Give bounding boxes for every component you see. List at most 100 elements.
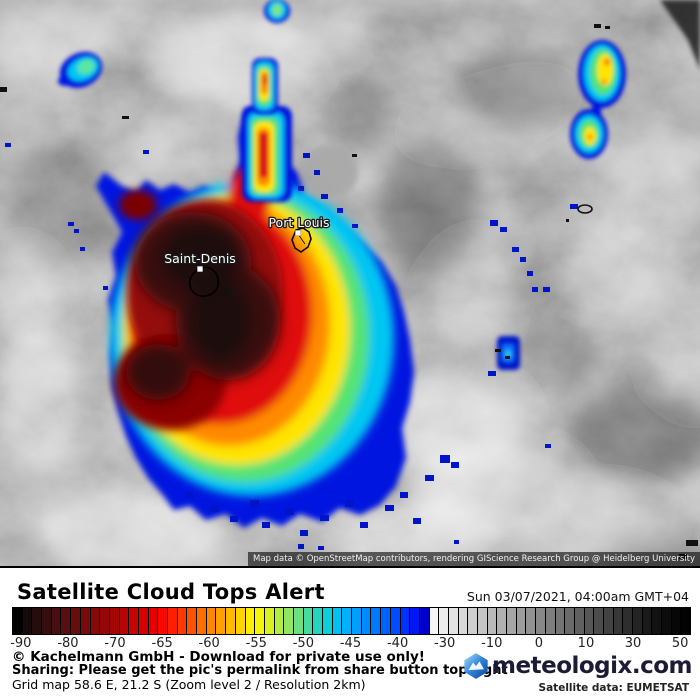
port-louis-label: Port Louis bbox=[268, 215, 329, 230]
legend-color-cell bbox=[79, 608, 90, 634]
reunion-outline bbox=[188, 266, 220, 297]
legend-color-cell bbox=[108, 608, 119, 634]
legend-color-cell bbox=[70, 608, 80, 634]
legend-color-cell bbox=[370, 608, 381, 634]
legend-color-cell bbox=[360, 608, 371, 634]
port-louis-marker bbox=[295, 230, 301, 236]
legend-color-cell bbox=[341, 608, 352, 634]
legend-color-cell bbox=[157, 608, 167, 634]
legend-tick-label: 0 bbox=[534, 636, 543, 651]
legend-color-cell bbox=[176, 608, 187, 634]
city-labels: Saint-Denis Port Louis bbox=[163, 214, 331, 272]
legend-color-cell bbox=[506, 608, 516, 634]
legend-color-cell bbox=[632, 608, 642, 634]
legend-color-cell bbox=[680, 608, 691, 634]
legend-colorbar bbox=[12, 607, 691, 635]
storm-overlay bbox=[5, 0, 626, 550]
legend-color-cell bbox=[380, 608, 390, 634]
legend-tick-label: -90 bbox=[10, 636, 32, 651]
legend-color-cell bbox=[515, 608, 526, 634]
legend-color-cell bbox=[622, 608, 632, 634]
legend-color-cell bbox=[60, 608, 71, 634]
legend-color-cell bbox=[50, 608, 61, 634]
legend-tick-label: -55 bbox=[245, 636, 267, 651]
legend-footer: Satellite Cloud Tops Alert Sun 03/07/202… bbox=[0, 568, 700, 700]
legend-color-cell bbox=[593, 608, 603, 634]
legend-color-cell bbox=[583, 608, 594, 634]
legend-tick-label: -40 bbox=[386, 636, 409, 651]
legend-color-cell bbox=[399, 608, 410, 634]
legend-color-cell bbox=[418, 608, 429, 634]
legend-color-cell bbox=[167, 608, 177, 634]
legend-color-cell bbox=[41, 608, 51, 634]
legend-color-cell bbox=[477, 608, 487, 634]
legend-color-cell bbox=[496, 608, 507, 634]
legend-color-cell bbox=[651, 608, 662, 634]
legend-color-cell bbox=[99, 608, 109, 634]
legend-tick-label: -30 bbox=[434, 636, 456, 651]
legend-color-cell bbox=[331, 608, 342, 634]
meteologix-logo: meteologix.com bbox=[462, 652, 692, 680]
legend-color-cell bbox=[322, 608, 332, 634]
legend-color-cell bbox=[244, 608, 255, 634]
legend-color-cell bbox=[467, 608, 477, 634]
copyright-line: © Kachelmann GmbH - Download for private… bbox=[12, 649, 425, 665]
meteologix-logo-icon bbox=[464, 653, 488, 679]
satellite-map-canvas: Saint-Denis Port Louis bbox=[0, 0, 700, 585]
legend-tick-label: -45 bbox=[339, 636, 362, 651]
legend-color-cell bbox=[186, 608, 197, 634]
legend-color-cell bbox=[486, 608, 497, 634]
legend-color-cell bbox=[196, 608, 206, 634]
legend-tick-label: -70 bbox=[104, 636, 126, 651]
legend-color-cell bbox=[457, 608, 468, 634]
legend-tick-label: -50 bbox=[292, 636, 314, 651]
legend-color-cell bbox=[670, 608, 681, 634]
legend-color-cell bbox=[89, 608, 100, 634]
saint-denis-label: Saint-Denis bbox=[164, 251, 236, 266]
legend-color-cell bbox=[31, 608, 42, 634]
legend-color-cell bbox=[215, 608, 226, 634]
satellite-data-credit: Satellite data: EUMETSAT bbox=[538, 682, 689, 694]
legend-color-cell bbox=[118, 608, 129, 634]
legend-color-cell bbox=[234, 608, 245, 634]
legend-color-cell bbox=[205, 608, 216, 634]
legend-color-cell bbox=[564, 608, 574, 634]
legend-tick-label: -65 bbox=[151, 636, 173, 651]
legend-color-cell bbox=[409, 608, 419, 634]
legend-tick-label: 10 bbox=[577, 636, 595, 651]
legend-color-cell bbox=[389, 608, 400, 634]
legend-tick-label: -80 bbox=[57, 636, 79, 651]
legend-tick-label: 50 bbox=[671, 636, 689, 651]
map-attribution: Map data © OpenStreetMap contributors, r… bbox=[248, 552, 700, 566]
legend-color-cell bbox=[602, 608, 613, 634]
legend-color-cell bbox=[302, 608, 313, 634]
legend-color-cell bbox=[612, 608, 623, 634]
timestamp: Sun 03/07/2021, 04:00am GMT+04 bbox=[466, 589, 689, 604]
storm-northeast-cell bbox=[570, 40, 626, 159]
legend-color-cell bbox=[661, 608, 671, 634]
legend-color-cell bbox=[438, 608, 448, 634]
meteologix-logo-text: meteologix.com bbox=[492, 653, 692, 679]
legend-color-cell bbox=[21, 608, 32, 634]
legend-tick-label: -10 bbox=[481, 636, 503, 651]
page-title: Satellite Cloud Tops Alert bbox=[17, 580, 325, 604]
legend-tick-label: -60 bbox=[198, 636, 220, 651]
legend-ticks: -90 -80 -70 -65 -60 -55 -50 -45 -40 -30 -10 0 10 30 50 bbox=[10, 636, 691, 651]
legend-color-cell bbox=[263, 608, 274, 634]
legend-color-cell bbox=[554, 608, 565, 634]
legend-color-cell bbox=[128, 608, 138, 634]
satellite-map: Saint-Denis Port Louis Map data © OpenSt… bbox=[0, 0, 700, 585]
legend-color-cell bbox=[525, 608, 536, 634]
legend-color-cell bbox=[254, 608, 264, 634]
sharing-line: Sharing: Please get the pic's permalink … bbox=[12, 663, 508, 678]
legend-color-cell bbox=[428, 608, 439, 634]
legend-color-cell bbox=[641, 608, 652, 634]
legend-color-cell bbox=[137, 608, 148, 634]
gridmap-line: Grid map 58.6 E, 21.2 S (Zoom level 2 / … bbox=[12, 677, 366, 692]
legend-color-cell bbox=[544, 608, 555, 634]
legend-color-cell bbox=[535, 608, 545, 634]
legend-color-cell bbox=[13, 608, 22, 634]
legend-color-cell bbox=[273, 608, 284, 634]
legend-color-cell bbox=[292, 608, 303, 634]
